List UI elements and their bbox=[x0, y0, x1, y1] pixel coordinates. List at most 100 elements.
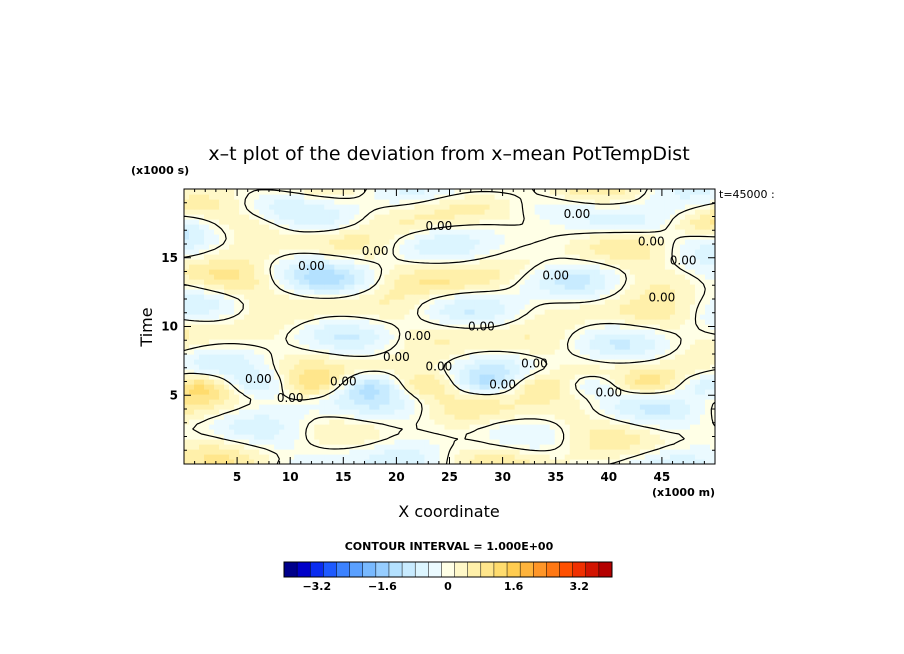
field-cell bbox=[369, 319, 375, 325]
field-cell bbox=[519, 389, 526, 395]
field-cell bbox=[704, 239, 711, 245]
field-cell bbox=[279, 444, 285, 450]
field-cell bbox=[309, 339, 315, 345]
field-cell bbox=[609, 354, 616, 360]
field-cell bbox=[184, 294, 190, 300]
field-cell bbox=[429, 394, 436, 400]
field-cell bbox=[229, 244, 235, 250]
field-cell bbox=[579, 254, 586, 260]
field-cell bbox=[214, 404, 220, 410]
field-cell bbox=[559, 289, 566, 295]
field-cell bbox=[464, 299, 471, 305]
field-cell bbox=[609, 329, 616, 335]
field-cell bbox=[199, 429, 205, 435]
field-cell bbox=[359, 459, 365, 464]
field-cell bbox=[434, 454, 441, 460]
field-cell bbox=[439, 244, 446, 250]
field-cell bbox=[224, 229, 230, 235]
field-cell bbox=[259, 259, 265, 265]
field-cell bbox=[244, 439, 250, 445]
field-cell bbox=[394, 244, 401, 250]
field-cell bbox=[344, 364, 350, 370]
field-cell bbox=[219, 264, 225, 270]
field-cell bbox=[334, 454, 340, 460]
field-cell bbox=[319, 269, 325, 275]
field-cell bbox=[594, 314, 601, 320]
field-cell bbox=[514, 399, 521, 405]
field-cell bbox=[684, 384, 691, 390]
field-cell bbox=[214, 319, 220, 325]
field-cell bbox=[484, 259, 491, 265]
field-cell bbox=[309, 409, 315, 415]
field-cell bbox=[699, 459, 706, 464]
field-cell bbox=[234, 324, 240, 330]
field-cell bbox=[289, 414, 295, 420]
field-cell bbox=[494, 354, 501, 360]
field-cell bbox=[394, 274, 401, 280]
field-cell bbox=[694, 394, 701, 400]
field-cell bbox=[229, 304, 235, 310]
field-cell bbox=[284, 414, 290, 420]
field-cell bbox=[694, 249, 701, 255]
field-cell bbox=[574, 369, 581, 375]
field-cell bbox=[199, 349, 205, 355]
field-cell bbox=[699, 239, 706, 245]
field-cell bbox=[699, 444, 706, 450]
field-cell bbox=[504, 309, 511, 315]
field-cell bbox=[654, 244, 661, 250]
field-cell bbox=[264, 459, 270, 464]
field-cell bbox=[359, 344, 365, 350]
field-cell bbox=[249, 259, 255, 265]
field-cell bbox=[499, 314, 506, 320]
field-cell bbox=[274, 429, 280, 435]
field-cell bbox=[704, 254, 711, 260]
field-cell bbox=[299, 439, 305, 445]
field-cell bbox=[529, 409, 536, 415]
field-cell bbox=[659, 324, 666, 330]
field-cell bbox=[579, 369, 586, 375]
field-cell bbox=[409, 249, 416, 255]
field-cell bbox=[479, 389, 486, 395]
field-cell bbox=[269, 249, 275, 255]
field-cell bbox=[444, 369, 451, 375]
field-cell bbox=[219, 304, 225, 310]
field-cell bbox=[529, 429, 536, 435]
field-cell bbox=[284, 379, 290, 385]
field-cell bbox=[304, 399, 310, 405]
field-cell bbox=[404, 279, 411, 285]
field-cell bbox=[509, 289, 516, 295]
field-cell bbox=[234, 264, 240, 270]
field-cell bbox=[584, 259, 591, 265]
field-cell bbox=[384, 229, 390, 235]
field-cell bbox=[409, 324, 416, 330]
field-cell bbox=[479, 364, 486, 370]
field-cell bbox=[669, 234, 676, 240]
field-cell bbox=[654, 269, 661, 275]
field-cell bbox=[264, 259, 270, 265]
field-cell bbox=[649, 319, 656, 325]
field-cell bbox=[304, 304, 310, 310]
field-cell bbox=[539, 409, 546, 415]
field-cell bbox=[709, 314, 715, 320]
field-cell bbox=[384, 369, 390, 375]
field-cell bbox=[229, 424, 235, 430]
field-cell bbox=[534, 269, 541, 275]
field-cell bbox=[409, 289, 416, 295]
field-cell bbox=[564, 294, 571, 300]
field-cell bbox=[449, 284, 456, 290]
field-cell bbox=[289, 454, 295, 460]
field-cell bbox=[659, 254, 666, 260]
field-cell bbox=[589, 274, 596, 280]
field-cell bbox=[214, 379, 220, 385]
field-cell bbox=[669, 284, 676, 290]
field-cell bbox=[424, 294, 431, 300]
field-cell bbox=[484, 374, 491, 380]
field-cell bbox=[184, 279, 190, 285]
field-cell bbox=[254, 269, 260, 275]
field-cell bbox=[254, 289, 260, 295]
field-cell bbox=[284, 449, 290, 455]
field-cell bbox=[304, 439, 310, 445]
field-cell bbox=[614, 329, 621, 335]
field-cell bbox=[609, 239, 616, 245]
field-cell bbox=[399, 264, 406, 270]
